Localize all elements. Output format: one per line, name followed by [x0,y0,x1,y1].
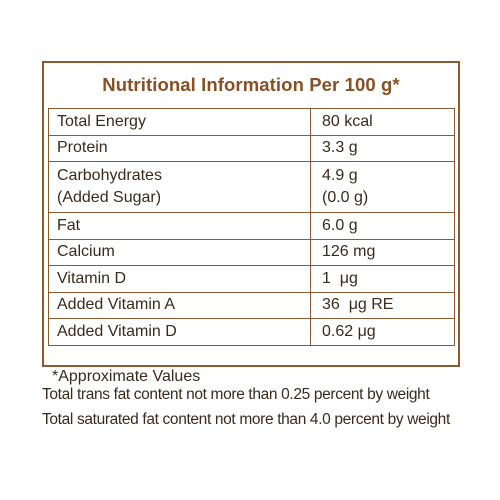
nutrient-name: Added Vitamin D [48,318,311,346]
table-row: Carbohydrates (Added Sugar) 4.9 g (0.0 g… [48,161,455,213]
table-row: Added Vitamin D 0.62 μg [48,318,455,346]
nutrient-value: 36 μg RE [310,291,455,319]
nutrient-name: Protein [48,134,311,162]
nutrient-value: 6.0 g [310,212,455,240]
nutrient-name: Total Energy [48,108,311,136]
nutrient-value: 80 kcal [310,108,455,136]
nutrient-name: Carbohydrates [57,167,162,184]
footnotes: *Approximate Values Total trans fat cont… [42,368,482,429]
saturated-fat-note: Total saturated fat content not more tha… [42,411,450,428]
nutrient-value: 126 mg [310,238,455,266]
nutrient-sub-value: (0.0 g) [322,189,369,206]
table-row: Vitamin D 1 μg [48,265,455,293]
nutrition-label-box: Nutritional Information Per 100 g* Total… [42,61,460,367]
nutrient-value: 0.62 μg [310,318,455,346]
nutrient-name: Vitamin D [48,265,311,293]
approximate-values-note: *Approximate Values [52,368,201,385]
table-row: Total Energy 80 kcal [48,108,455,136]
nutrition-title: Nutritional Information Per 100 g* [102,74,400,95]
nutrient-name: Calcium [48,238,311,266]
nutrient-sub-name: (Added Sugar) [57,189,162,206]
trans-fat-note: Total trans fat content not more than 0.… [42,386,430,403]
table-row: Fat 6.0 g [48,212,455,240]
nutrient-name-cell: Carbohydrates (Added Sugar) [48,161,311,213]
nutrient-value: 4.9 g [322,167,358,184]
table-row: Calcium 126 mg [48,238,455,266]
nutrient-name: Fat [48,212,311,240]
nutrient-value: 3.3 g [310,134,455,162]
nutrient-name: Added Vitamin A [48,291,311,319]
table-row: Protein 3.3 g [48,134,455,162]
nutrient-value-cell: 4.9 g (0.0 g) [310,161,455,213]
table-row: Added Vitamin A 36 μg RE [48,291,455,319]
nutrition-table: Total Energy 80 kcal Protein 3.3 g Carbo… [48,108,455,346]
nutrient-value: 1 μg [310,265,455,293]
